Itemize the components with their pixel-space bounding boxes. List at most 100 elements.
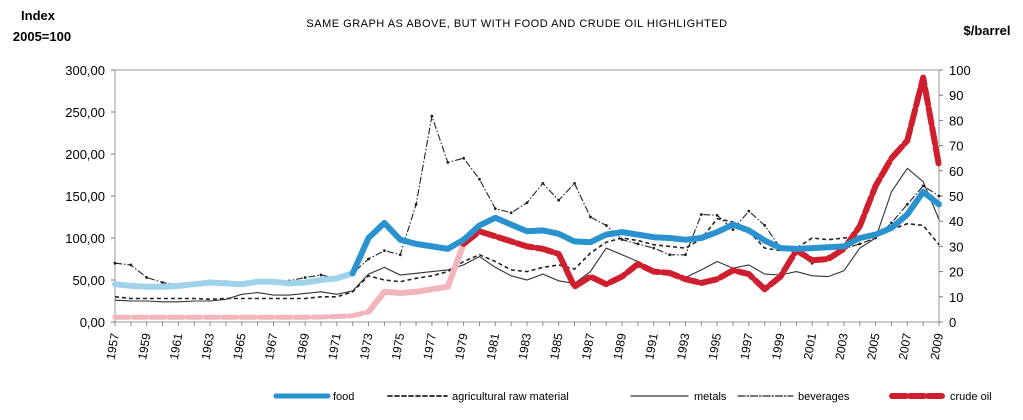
series-crude-oil [460,74,942,293]
beverages-point [382,249,386,253]
legend-label: beverages [798,391,850,403]
x-tick-label: 1957 [104,332,122,361]
x-tick-label: 1999 [769,332,787,361]
beverages-point [525,201,529,205]
beverages-point [557,198,561,202]
x-tick-label: 1997 [737,332,755,361]
x-tick-label: 1961 [167,332,185,361]
x-tick-label: 1963 [199,332,217,361]
x-tick-label: 1975 [389,332,407,361]
beverages-point [620,238,624,242]
right-tick-label: 0 [949,315,956,330]
series-food-early [112,270,356,290]
beverages-point [747,209,751,213]
right-tick-label: 70 [949,139,963,154]
legend-label: agricultural raw material [452,391,569,403]
x-tick-label: 1979 [452,332,470,361]
right-tick-label: 100 [949,63,971,78]
x-tick-label: 2001 [801,332,819,361]
x-tick-label: 2007 [896,332,914,361]
right-tick-label: 60 [949,164,963,179]
left-tick-label: 300,00 [65,63,105,78]
beverages-point [731,228,735,232]
series-food [349,188,942,277]
beverages-point [699,213,703,216]
beverages-point [161,281,164,284]
x-tick-label: 1995 [706,332,724,361]
x-tick-label: 1969 [294,332,312,361]
x-tick-label: 1965 [230,332,248,361]
series-metals [114,167,940,303]
right-axis-label: $/barrel [964,23,1011,38]
legend-label: crude oil [950,391,992,403]
beverages-point [668,253,672,257]
beverages-point [113,261,117,265]
series-crude-oil-fade [365,240,467,315]
left-axis-label-line2: 2005=100 [13,29,71,44]
left-tick-label: 250,00 [65,105,105,120]
beverages-point [715,213,719,217]
legend: food agricultural raw material metals bever… [273,391,992,403]
beverages-point [763,224,767,227]
left-axis-label-line1: Index [21,8,56,23]
right-tick-label: 90 [949,88,963,103]
beverages-point [303,276,307,279]
x-tick-label: 1993 [674,332,692,361]
beverages-point [604,224,608,227]
left-tick-label: 200,00 [65,147,105,162]
beverages-point [636,242,640,246]
beverages-point [937,194,941,198]
x-tick-label: 1991 [642,332,660,361]
chart-title: SAME GRAPH AS ABOVE, BUT WITH FOOD AND C… [306,18,727,30]
beverages-point [509,211,513,215]
x-tick-label: 1967 [262,332,280,361]
legend-label: metals [694,391,727,403]
beverages-point [541,182,545,185]
x-tick-label: 2009 [928,332,946,361]
right-tick-label: 10 [949,290,963,305]
beverages-point [858,242,862,246]
left-tick-label: 50,00 [72,273,105,288]
series-crude-oil-early [112,309,371,320]
beverages-point [921,184,925,188]
left-tick-label: 0,00 [80,315,105,330]
x-tick-label: 2005 [864,332,882,361]
right-tick-label: 30 [949,239,963,254]
beverages-point [905,203,909,206]
beverages-point [367,257,370,261]
beverages-point [478,177,481,181]
right-tick-label: 40 [949,214,963,229]
legend-label: food [333,391,354,403]
right-tick-label: 20 [949,265,963,280]
x-tick-label: 1973 [357,332,375,361]
beverages-point [462,156,466,160]
left-tick-label: 100,00 [65,231,105,246]
x-tick-label: 2003 [832,332,850,361]
x-tick-label: 1985 [547,332,565,361]
beverages-point [588,215,592,219]
x-tick-label: 1987 [579,332,597,361]
left-tick-label: 150,00 [65,189,105,204]
beverages-point [414,203,418,206]
series-layer [112,74,942,320]
series-agricultural-raw-material [114,217,940,301]
x-tick-label: 1971 [325,332,343,361]
x-tick-label: 1981 [484,332,502,361]
beverages-point [684,253,687,257]
beverages-point [319,273,323,277]
beverages-point [446,161,450,164]
beverages-point [652,246,656,250]
right-tick-label: 50 [949,189,963,204]
beverages-point [129,263,133,267]
beverages-point [573,182,576,185]
beverages-point [398,253,402,257]
beverages-point [145,276,149,279]
x-tick-label: 1977 [420,332,438,361]
beverages-point [493,207,497,211]
beverages-point [430,114,434,118]
axes: 0,00 50,00 100,00 150,00 200,00 250,00 300,00 0… [65,63,970,361]
x-tick-label: 1959 [135,332,153,361]
x-tick-label: 1983 [516,332,534,361]
x-tick-label: 1989 [611,332,629,361]
